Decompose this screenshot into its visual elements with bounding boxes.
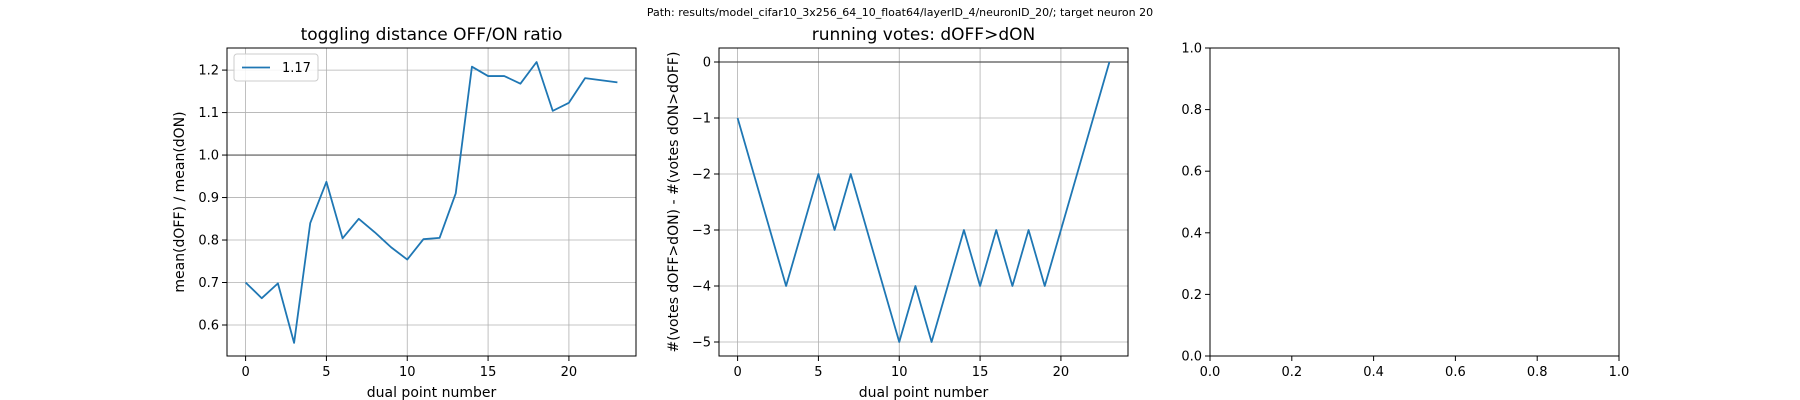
- x-axis-label: dual point number: [859, 385, 989, 400]
- x-tick-label: 15: [972, 365, 989, 380]
- y-tick-label: 0.0: [1181, 350, 1202, 365]
- y-tick-label: 0.8: [198, 234, 219, 249]
- y-tick-label: 0.7: [198, 276, 219, 291]
- x-tick-label: 10: [891, 365, 908, 380]
- y-tick-label: −5: [692, 336, 711, 351]
- x-tick-label: 0.4: [1363, 365, 1384, 380]
- chart-title: running votes: dOFF>dON: [812, 25, 1035, 45]
- y-tick-label: −2: [692, 168, 711, 183]
- x-axis-label: dual point number: [367, 385, 497, 400]
- plot-frame: [1209, 47, 1620, 357]
- series-line-1: [736, 61, 1111, 343]
- x-tick-label: 20: [561, 365, 578, 380]
- y-tick-label: 0: [703, 56, 711, 71]
- plot-frame: [226, 47, 637, 357]
- x-tick-label: 0.2: [1281, 365, 1302, 380]
- y-tick-label: 0.6: [1181, 165, 1202, 180]
- x-tick-label: 1.0: [1609, 365, 1630, 380]
- x-tick-label: 15: [480, 365, 497, 380]
- x-tick-label: 5: [322, 365, 330, 380]
- legend-entry: 1.17: [282, 61, 311, 76]
- x-tick-label: 0: [733, 365, 741, 380]
- y-tick-label: 1.0: [1181, 42, 1202, 57]
- x-tick-label: 20: [1053, 365, 1070, 380]
- y-tick-label: 0.4: [1181, 226, 1202, 241]
- y-tick-label: 1.1: [198, 106, 219, 121]
- y-tick-label: 1.2: [198, 64, 219, 79]
- chart-panel-1: 0 5 10 15 20 0.6 0.7 0.8 0.9 1.0 1.1 1.2 toggling di…: [172, 25, 637, 400]
- x-tick-label: 0: [241, 365, 249, 380]
- legend: 1.17: [233, 53, 319, 82]
- x-tick-label: 0.8: [1527, 365, 1548, 380]
- chart-panel-3: 0.0 0.2 0.4 0.6 0.8 1.0 0.0 0.2 0.4 0.6 0.8 1.0: [1181, 42, 1629, 381]
- chart-panel-2: 0 5 10 15 20 0 −1 −2 −3 −4 −5 running votes: dOFF>d…: [666, 25, 1129, 400]
- x-tick-label: 0.6: [1445, 365, 1466, 380]
- x-tick-label: 10: [399, 365, 416, 380]
- y-tick-label: 0.6: [198, 318, 219, 333]
- series-line-1: [244, 61, 618, 344]
- y-tick-label: −1: [692, 112, 711, 127]
- x-tick-label: 5: [814, 365, 822, 380]
- y-tick-label: 0.2: [1181, 288, 1202, 303]
- y-axis-label: #(votes dOFF>dON) - #(votes dON>dOFF): [666, 52, 682, 353]
- plot-frame: [718, 47, 1129, 357]
- y-tick-label: 0.9: [198, 191, 219, 206]
- chart-title: toggling distance OFF/ON ratio: [301, 25, 563, 45]
- y-tick-label: 1.0: [198, 149, 219, 164]
- y-tick-label: −4: [692, 280, 711, 295]
- y-tick-label: −3: [692, 224, 711, 239]
- y-axis-label: mean(dOFF) / mean(dON): [172, 111, 188, 292]
- y-tick-label: 0.8: [1181, 103, 1202, 118]
- legend-box: [233, 53, 319, 82]
- x-tick-label: 0.0: [1200, 365, 1221, 380]
- figure-suptitle: Path: results/model_cifar10_3x256_64_10_…: [647, 6, 1153, 19]
